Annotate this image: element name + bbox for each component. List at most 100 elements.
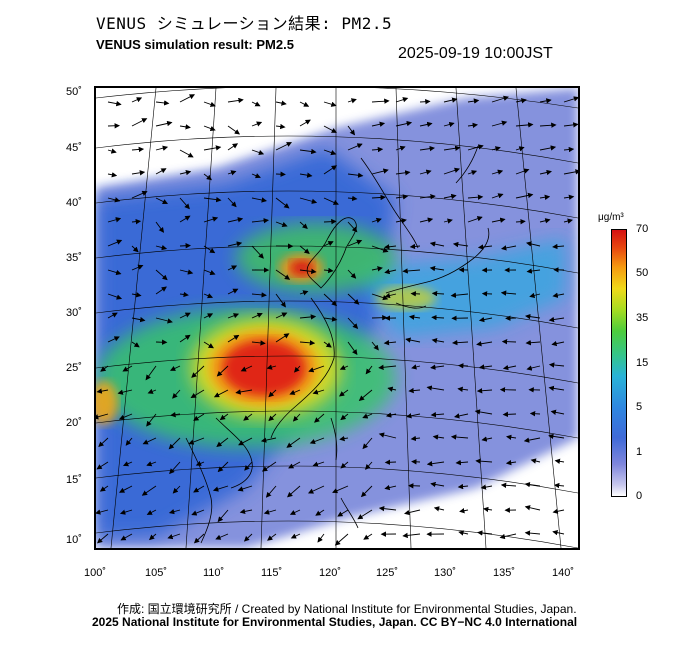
wind-arrow [155, 120, 173, 127]
wind-arrow [212, 485, 229, 492]
wind-arrow [268, 413, 277, 422]
wind-arrow [526, 365, 541, 371]
wind-arrow [215, 533, 229, 540]
wind-arrow [167, 533, 181, 540]
wind-arrow [563, 218, 573, 224]
wind-arrow [131, 292, 142, 298]
credit-line-1: 作成: 国立環境研究所 / Created by National Instit… [117, 602, 577, 616]
wind-arrow [312, 461, 325, 467]
wind-arrow [299, 101, 310, 107]
wind-arrow [237, 485, 253, 492]
wind-arrow [275, 123, 286, 130]
wind-arrow [467, 98, 480, 104]
wind-arrow [227, 241, 243, 247]
wind-arrow [118, 413, 133, 420]
wind-arrow [410, 291, 421, 297]
wind-arrow [107, 293, 123, 300]
wind-arrow [363, 533, 373, 540]
wind-arrow [170, 411, 181, 418]
wind-arrow [480, 484, 493, 490]
lat-label-50: 50˚ [66, 86, 82, 98]
wind-arrow [371, 146, 384, 153]
wind-arrow [371, 245, 389, 253]
wind-arrow [339, 435, 349, 442]
wind-arrow [430, 481, 445, 488]
wind-arrow [260, 437, 277, 443]
lon-label-115: 115˚ [261, 567, 283, 579]
wind-arrow [553, 482, 565, 489]
wind-arrow [395, 120, 413, 127]
wind-arrow [299, 245, 310, 254]
colorbar-label-0: 0 [636, 490, 643, 502]
wind-arrow [141, 485, 157, 496]
wind-arrow [491, 169, 504, 175]
wind-arrow [227, 143, 239, 151]
wind-arrow [240, 365, 253, 372]
wind-arrow [384, 244, 397, 250]
wind-arrow [371, 98, 390, 104]
wind-arrow [107, 100, 122, 107]
wind-arrow [338, 389, 349, 397]
wind-arrow [505, 459, 517, 466]
wind-arrow [430, 412, 445, 418]
wind-arrow [155, 100, 170, 106]
wind-arrow [96, 413, 109, 420]
wind-arrow [179, 243, 191, 249]
wind-arrow [299, 268, 317, 275]
wind-arrow [323, 341, 332, 348]
wind-arrow [515, 146, 525, 152]
wind-arrow [190, 389, 205, 399]
wind-arrow [96, 388, 109, 394]
wind-vectors [96, 94, 578, 546]
wind-arrow [554, 458, 565, 464]
wind-arrow [323, 149, 337, 156]
wind-arrow [217, 461, 229, 473]
pm25-map[interactable] [94, 86, 580, 550]
wind-arrow [429, 265, 445, 272]
wind-arrow [251, 121, 263, 127]
wind-arrow [263, 509, 277, 515]
wind-arrow [308, 365, 325, 373]
wind-arrow [299, 119, 311, 127]
wind-arrow [155, 221, 165, 233]
wind-arrow [371, 217, 382, 223]
title-japanese: VENUS シミュレーション結果: PM2.5 [96, 14, 393, 33]
wind-arrow [491, 120, 508, 127]
wind-arrow [117, 389, 133, 395]
wind-arrow [251, 340, 266, 346]
colorbar-unit: μg/m³ [598, 212, 624, 223]
wind-arrow [458, 530, 469, 536]
wind-arrow [315, 509, 325, 516]
wind-arrow [275, 269, 291, 280]
wind-arrow [563, 146, 575, 153]
wind-arrow [491, 193, 504, 199]
wind-arrow [402, 532, 421, 539]
wind-arrow [145, 365, 157, 381]
wind-arrow [515, 98, 527, 104]
wind-arrow [179, 197, 190, 210]
wind-arrow [203, 269, 216, 276]
wind-arrow [155, 317, 173, 324]
colorbar [611, 229, 627, 497]
wind-arrow [443, 97, 458, 103]
wind-arrow [371, 266, 383, 272]
wind-arrow [347, 269, 357, 279]
title-english: VENUS simulation result: PM2.5 [96, 37, 294, 52]
wind-arrow [169, 365, 181, 371]
wind-arrow [443, 145, 461, 151]
wind-arrow [378, 364, 397, 371]
wind-arrow [515, 192, 534, 199]
wind-arrow [203, 173, 213, 181]
wind-arrow [419, 145, 435, 152]
wind-arrow [477, 244, 493, 250]
wind-arrow [227, 197, 237, 208]
wind-arrow [251, 197, 267, 203]
wind-arrow [339, 365, 349, 370]
wind-arrow [371, 121, 386, 127]
wind-arrow [371, 168, 389, 175]
wind-arrow [275, 197, 290, 209]
wind-arrow [378, 505, 397, 512]
wind-arrow [384, 268, 397, 275]
wind-arrow [443, 218, 453, 224]
wind-arrow [371, 293, 389, 301]
